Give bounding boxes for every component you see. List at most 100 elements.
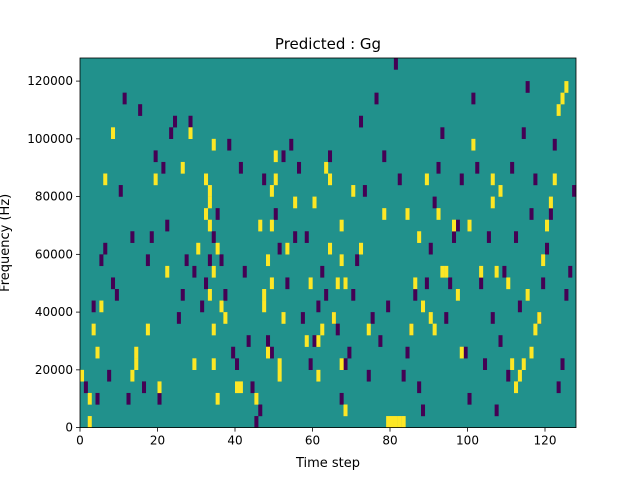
heatmap-cell-high xyxy=(207,196,212,209)
heatmap-cell-low xyxy=(289,138,294,151)
heatmap-cell-high xyxy=(130,369,135,382)
y-axis: 0 20000 40000 60000 80000 100000 120000 xyxy=(27,74,80,435)
heatmap-cell-low xyxy=(242,265,247,278)
heatmap-cell-low xyxy=(316,300,321,313)
heatmap-cell-low xyxy=(444,312,449,324)
heatmap-cell-low xyxy=(568,265,573,278)
heatmap-cell-low xyxy=(320,265,325,278)
heatmap-cell-low xyxy=(165,219,170,232)
x-tick-label: 100 xyxy=(456,434,479,448)
heatmap-cell-high xyxy=(157,381,162,394)
heatmap-cell-high xyxy=(80,369,85,382)
heatmap-cell-low xyxy=(142,381,147,394)
heatmap-cell-low xyxy=(548,208,553,220)
heatmap-cell-low xyxy=(440,127,445,139)
heatmap-cell-high xyxy=(440,265,445,278)
heatmap-cell-high xyxy=(386,416,391,428)
heatmap-cell-low xyxy=(254,416,259,428)
heatmap-cell-high xyxy=(328,173,333,186)
heatmap-cell-high xyxy=(285,242,290,255)
heatmap-cell-low xyxy=(95,392,100,405)
heatmap-cell-low xyxy=(180,289,185,301)
heatmap-cell-low xyxy=(114,289,119,301)
heatmap-cell-high xyxy=(180,161,185,174)
heatmap-cell-high xyxy=(204,173,209,186)
heatmap-cell-high xyxy=(401,416,406,428)
heatmap-cell-high xyxy=(211,358,216,370)
heatmap-cell-low xyxy=(145,254,150,267)
heatmap-cell-high xyxy=(351,185,356,197)
heatmap-cell-low xyxy=(421,404,426,417)
heatmap-cell-high xyxy=(211,323,216,336)
x-axis-label: Time step xyxy=(295,456,360,471)
heatmap-cell-high xyxy=(293,196,298,209)
heatmap-cell-high xyxy=(262,300,267,313)
heatmap-cell-high xyxy=(273,173,278,186)
heatmap-cell-high xyxy=(548,196,553,209)
heatmap-cell-high xyxy=(331,312,336,324)
heatmap-cell-low xyxy=(436,161,441,174)
heatmap-cell-high xyxy=(498,185,503,197)
heatmap-cell-low xyxy=(483,358,488,370)
heatmap-cell-high xyxy=(95,346,100,359)
heatmap-cell-high xyxy=(266,346,271,359)
heatmap-cell-high xyxy=(254,392,259,405)
heatmap-cell-high xyxy=(215,392,220,405)
heatmap-cell-low xyxy=(99,254,104,267)
heatmap-cell-low xyxy=(339,392,344,405)
heatmap-cell-low xyxy=(258,404,263,417)
heatmap-cell-high xyxy=(339,219,344,232)
heatmap-cell-high xyxy=(421,300,426,313)
heatmap-cell-high xyxy=(428,312,433,324)
heatmap-cell-low xyxy=(308,358,313,370)
heatmap-cell-low xyxy=(552,138,557,151)
heatmap-cell-low xyxy=(525,81,530,93)
heatmap-cell-low xyxy=(347,346,352,359)
heatmap-cell-low xyxy=(490,312,495,324)
chart-title: Predicted : Gg xyxy=(275,35,381,53)
heatmap-cell-low xyxy=(517,300,522,313)
heatmap-cell-low xyxy=(215,208,220,220)
heatmap-cell-high xyxy=(471,138,476,151)
heatmap-cell-high xyxy=(99,300,104,313)
heatmap-cell-low xyxy=(192,265,197,278)
heatmap-cell-high xyxy=(517,369,522,382)
heatmap-cell-high xyxy=(316,369,321,382)
y-tick-label: 40000 xyxy=(35,305,73,319)
x-tick-label: 0 xyxy=(76,434,84,448)
y-tick-label: 80000 xyxy=(35,190,73,204)
heatmap-cell-low xyxy=(359,115,364,128)
heatmap-cell-low xyxy=(455,219,460,232)
heatmap-cell-high xyxy=(533,323,538,336)
heatmap-cell-low xyxy=(103,242,108,255)
heatmap-cell-high xyxy=(545,219,550,232)
heatmap-cell-low xyxy=(529,208,534,220)
heatmap-cell-low xyxy=(393,58,398,70)
heatmap-cell-low xyxy=(262,173,267,186)
y-tick-label: 20000 xyxy=(35,363,73,377)
heatmap-cell-high xyxy=(204,208,209,220)
heatmap-cell-low xyxy=(541,277,546,290)
heatmap-cell-low xyxy=(231,346,236,359)
heatmap-cell-low xyxy=(428,242,433,255)
heatmap-cell-low xyxy=(494,404,499,417)
heatmap-cell-low xyxy=(246,335,251,347)
x-tick-label: 60 xyxy=(305,434,320,448)
heatmap-cell-low xyxy=(374,92,379,105)
heatmap-cell-low xyxy=(413,289,418,301)
heatmap-cell-high xyxy=(393,416,398,428)
x-tick-label: 80 xyxy=(382,434,397,448)
heatmap-cell-low xyxy=(370,312,375,324)
heatmap-cell-low xyxy=(335,323,340,336)
heatmap-cell-low xyxy=(432,196,437,209)
heatmap-cell-high xyxy=(196,242,201,255)
heatmap-cell-high xyxy=(87,392,92,405)
heatmap-cell-high xyxy=(223,312,228,324)
heatmap-cell-low xyxy=(227,138,232,151)
heatmap-cell-high xyxy=(262,289,267,301)
heatmap-cell-high xyxy=(424,173,429,186)
heatmap-cell-high xyxy=(324,161,329,174)
heatmap-cell-low xyxy=(510,161,515,174)
y-axis-label: Frequency (Hz) xyxy=(0,194,13,292)
